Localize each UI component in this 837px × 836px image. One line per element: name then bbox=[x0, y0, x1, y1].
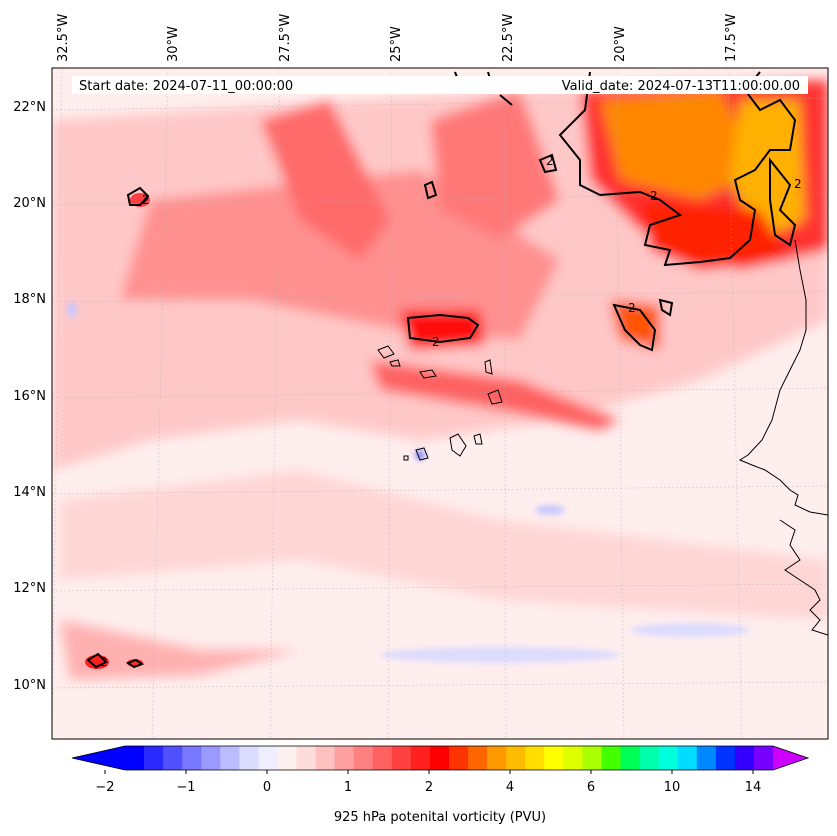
colorbar-segment bbox=[429, 746, 450, 770]
lat-label: 18°N bbox=[13, 292, 46, 307]
colorbar-segment bbox=[506, 746, 526, 770]
colorbar-segment bbox=[353, 746, 374, 770]
colorbar-segment bbox=[277, 746, 298, 770]
colorbar-tick-label: 0 bbox=[263, 780, 271, 795]
colorbar-under-arrow bbox=[72, 746, 125, 770]
colorbar-tick-label: 4 bbox=[506, 780, 514, 795]
colorbar-ticks: −2 −1 0 1 2 4 6 10 14 bbox=[95, 770, 761, 795]
lon-label: 20°W bbox=[613, 26, 628, 62]
colorbar-segment bbox=[753, 746, 774, 770]
valid-date-label: Valid_date: 2024-07-13T11:00:00.00 bbox=[562, 79, 800, 94]
colorbar-segment bbox=[544, 746, 564, 770]
lat-label: 10°N bbox=[13, 678, 46, 693]
pv-2-contours bbox=[86, 71, 797, 669]
colorbar-over-arrow bbox=[773, 746, 808, 770]
colorbar-segment bbox=[258, 746, 278, 770]
colorbar-segment bbox=[144, 746, 164, 770]
lon-label: 30°W bbox=[166, 26, 181, 62]
colorbar-segment bbox=[315, 746, 336, 770]
colorbar-segment bbox=[582, 746, 602, 770]
colorbar-segment bbox=[601, 746, 622, 770]
colorbar-outline bbox=[71, 745, 810, 771]
colorbar-segment bbox=[696, 746, 717, 770]
lon-label: 25°W bbox=[389, 26, 404, 62]
latitude-labels: 22°N 20°N 18°N 16°N 14°N 12°N 10°N bbox=[13, 100, 46, 693]
lon-label: 17.5°W bbox=[724, 14, 739, 62]
contour-label: 2 bbox=[100, 655, 108, 669]
colorbar-tick-label: −2 bbox=[95, 780, 114, 795]
lat-label: 22°N bbox=[13, 100, 46, 115]
lat-label: 12°N bbox=[13, 581, 46, 596]
colorbar-tick-label: 10 bbox=[664, 780, 681, 795]
map-frame bbox=[51, 67, 829, 740]
lon-label: 22.5°W bbox=[501, 14, 516, 62]
colorbar-segment bbox=[201, 746, 221, 770]
graticule bbox=[52, 68, 828, 739]
lon-label: 32.5°W bbox=[56, 14, 71, 62]
colorbar-segment bbox=[734, 746, 755, 770]
contour-label: 2 bbox=[546, 154, 554, 168]
coastline bbox=[377, 239, 828, 636]
colorbar bbox=[71, 745, 810, 771]
date-banner bbox=[72, 76, 808, 94]
colorbar-segment bbox=[563, 746, 583, 770]
colorbar-segment bbox=[334, 746, 355, 770]
colorbar-segment bbox=[125, 746, 145, 770]
colorbar-segment bbox=[372, 746, 393, 770]
lat-label: 20°N bbox=[13, 196, 46, 211]
pv-field: 2 2 2 2 2 2 2 bbox=[52, 68, 828, 739]
colorbar-segment bbox=[487, 746, 507, 770]
colorbar-segment bbox=[391, 746, 412, 770]
colorbar-segment bbox=[639, 746, 660, 770]
lat-label: 16°N bbox=[13, 389, 46, 404]
colorbar-segment bbox=[620, 746, 641, 770]
colorbar-tick-label: 6 bbox=[587, 780, 595, 795]
colorbar-tick-label: 14 bbox=[745, 780, 762, 795]
start-date-label: Start date: 2024-07-11_00:00:00 bbox=[79, 79, 293, 94]
colorbar-segment bbox=[525, 746, 545, 770]
longitude-labels: 32.5°W 30°W 27.5°W 25°W 22.5°W 20°W 17.5… bbox=[56, 14, 739, 62]
contour-label: 2 bbox=[794, 177, 802, 191]
colorbar-segment bbox=[449, 746, 469, 770]
colorbar-segment bbox=[677, 746, 698, 770]
colorbar-segment bbox=[220, 746, 240, 770]
colorbar-tick-label: 1 bbox=[344, 780, 352, 795]
colorbar-segment bbox=[239, 746, 259, 770]
colorbar-segment bbox=[163, 746, 183, 770]
contour-label: 2 bbox=[628, 301, 636, 315]
contour-label: 2 bbox=[650, 189, 658, 203]
colorbar-tick-label: 2 bbox=[425, 780, 433, 795]
colorbar-segment bbox=[468, 746, 488, 770]
contour-label: 2 bbox=[142, 193, 150, 207]
contour-label: 2 bbox=[432, 335, 440, 349]
colorbar-tick-label: −1 bbox=[176, 780, 195, 795]
colorbar-segment bbox=[658, 746, 679, 770]
colorbar-segment bbox=[410, 746, 431, 770]
lat-label: 14°N bbox=[13, 485, 46, 500]
colorbar-title: 925 hPa potenital vorticity (PVU) bbox=[334, 810, 546, 825]
lon-label: 27.5°W bbox=[278, 14, 293, 62]
colorbar-segment bbox=[715, 746, 736, 770]
contour-labels: 2 2 2 2 2 2 2 bbox=[100, 154, 802, 669]
colorbar-segment bbox=[182, 746, 202, 770]
colorbar-segment bbox=[296, 746, 317, 770]
